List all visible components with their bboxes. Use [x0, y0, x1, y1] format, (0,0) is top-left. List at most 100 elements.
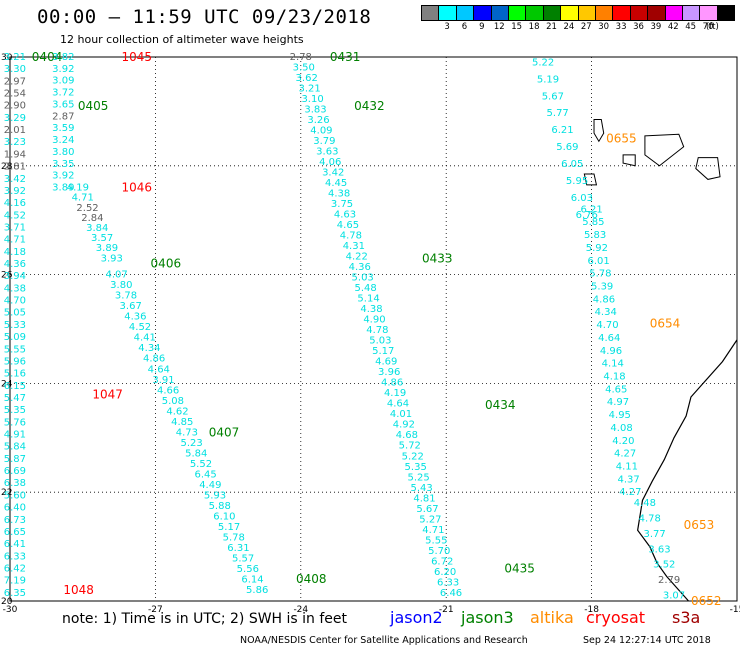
wave-height-value: 4.34 — [595, 307, 617, 318]
wave-height-value: 3.80 — [52, 147, 74, 158]
colorbar-tick-label: 18 — [528, 22, 540, 32]
wave-height-value: 4.36 — [349, 262, 371, 273]
track-id-label: 0652 — [691, 594, 722, 608]
graticule — [10, 57, 737, 601]
legend-item-jason3: jason3 — [461, 608, 514, 627]
wave-height-value: 4.71 — [4, 235, 26, 246]
wave-height-value: 6.35 — [4, 588, 26, 599]
wave-height-value: 4.36 — [4, 259, 26, 270]
wave-height-value: 3.57 — [91, 233, 113, 244]
wave-height-value: 3.82 — [52, 52, 74, 63]
wave-height-value: 2.52 — [76, 203, 98, 214]
wave-height-value: 3.79 — [313, 136, 335, 147]
wave-height-value: 5.69 — [556, 142, 578, 153]
wave-height-value: 4.38 — [360, 304, 382, 315]
wave-height-value: 4.48 — [634, 498, 656, 509]
wave-height-value: 4.20 — [612, 436, 634, 447]
wave-height-value: 4.52 — [4, 210, 26, 221]
map-frame — [9, 56, 738, 602]
island-outline — [644, 133, 685, 167]
wave-height-value: 3.91 — [152, 375, 174, 386]
wave-height-value: 5.72 — [399, 441, 421, 452]
wave-height-value: 4.92 — [393, 420, 415, 431]
track-id-label: 1046 — [121, 181, 152, 195]
wave-height-value: 6.21 — [551, 125, 573, 136]
wave-height-value: 5.22 — [532, 57, 554, 68]
wave-height-value: 5.85 — [582, 217, 604, 228]
wave-height-value: 6.72 — [431, 556, 453, 567]
wave-height-value: 3.77 — [643, 529, 665, 540]
wave-height-value: 5.86 — [246, 585, 268, 596]
wave-height-value: 6.20 — [434, 567, 456, 578]
track-id-label: 0654 — [650, 317, 681, 331]
lon-tick-label: -18 — [584, 605, 599, 615]
wave-height-value: 5.47 — [4, 393, 26, 404]
wave-height-value: 4.06 — [319, 157, 341, 168]
wave-height-value: 3.80 — [110, 280, 132, 291]
wave-height-value: 4.45 — [325, 178, 347, 189]
wave-height-value: 5.60 — [4, 490, 26, 501]
lat-tick-label: 22 — [1, 488, 12, 498]
wave-height-value: 5.14 — [357, 294, 379, 305]
wave-height-value: 2.01 — [4, 125, 26, 136]
wave-height-value: 5.52 — [190, 459, 212, 470]
wave-height-value: 6.40 — [4, 503, 26, 514]
colorbar-tick-label: 24 — [563, 22, 575, 32]
wave-height-value: 4.34 — [138, 343, 160, 354]
wave-height-value: 6.15 — [4, 381, 26, 392]
wave-height-value: 5.87 — [4, 454, 26, 465]
wave-height-value: 2.54 — [4, 89, 26, 100]
wave-height-value: 5.09 — [4, 332, 26, 343]
wave-height-value: 2.90 — [4, 101, 26, 112]
generated-timestamp: Sep 24 12:27:14 UTC 2018 — [583, 635, 711, 646]
wave-height-value: 3.84 — [86, 223, 108, 234]
wave-height-value: 5.25 — [408, 472, 430, 483]
colorbar-tick-label: 9 — [479, 22, 485, 32]
wave-height-value: 5.43 — [410, 483, 432, 494]
wave-height-value: 4.70 — [596, 320, 618, 331]
wave-height-value: 5.03 — [369, 336, 391, 347]
wave-height-value: 4.64 — [387, 399, 409, 410]
wave-height-value: 5.78 — [223, 533, 245, 544]
legend-item-s3a: s3a — [672, 608, 701, 627]
wave-height-value: 5.78 — [589, 269, 611, 280]
altimeter-tracks: 3.213.302.972.542.903.292.013.231.942.81… — [4, 50, 722, 608]
wave-height-value: 3.63 — [648, 544, 670, 555]
wave-height-value: 6.33 — [437, 577, 459, 588]
wave-height-value: 2.81 — [4, 162, 26, 173]
wave-height-value: 2.97 — [4, 76, 26, 87]
wave-height-value: 6.76 — [576, 210, 598, 221]
lat-tick-label: 24 — [1, 379, 13, 389]
wave-height-value: 3.23 — [4, 137, 26, 148]
wave-height-value: 3.94 — [4, 271, 26, 282]
lon-tick-label: -15 — [730, 605, 740, 615]
wave-height-value: 3.50 — [293, 63, 315, 74]
wave-height-value: 4.69 — [375, 357, 397, 368]
wave-height-value: 3.26 — [307, 115, 329, 126]
wave-height-value: 5.56 — [237, 564, 259, 575]
wave-height-value: 3.65 — [52, 99, 74, 110]
wave-height-value: 5.17 — [218, 522, 240, 533]
lon-tick-label: -24 — [293, 605, 308, 615]
wave-height-value: 4.27 — [619, 487, 641, 498]
wave-height-value: 2.84 — [81, 213, 103, 224]
track-id-label: 1048 — [63, 583, 94, 597]
wave-height-value: 5.77 — [547, 108, 569, 119]
wave-height-value: 4.64 — [148, 364, 170, 375]
wave-height-value: 2.87 — [52, 111, 74, 122]
wave-height-value: 7.19 — [4, 576, 26, 587]
colorbar-tick-label: 6 — [461, 22, 468, 32]
wave-height-value: 3.24 — [52, 135, 74, 146]
wave-height-value: 4.63 — [334, 210, 356, 221]
wave-height-value: 4.27 — [614, 449, 636, 460]
wave-height-value: 3.21 — [299, 84, 321, 95]
wave-height-value: 4.08 — [610, 423, 632, 434]
wave-height-value: 6.31 — [227, 543, 249, 554]
wave-height-value: 4.71 — [422, 525, 444, 536]
wave-height-value: 4.78 — [340, 231, 362, 242]
wave-height-value: 5.22 — [402, 451, 424, 462]
legend-item-altika: altika — [530, 608, 574, 627]
track-id-label: 1047 — [92, 387, 123, 401]
track-id-label: 0405 — [78, 99, 109, 113]
wave-height-value: 3.35 — [52, 159, 74, 170]
